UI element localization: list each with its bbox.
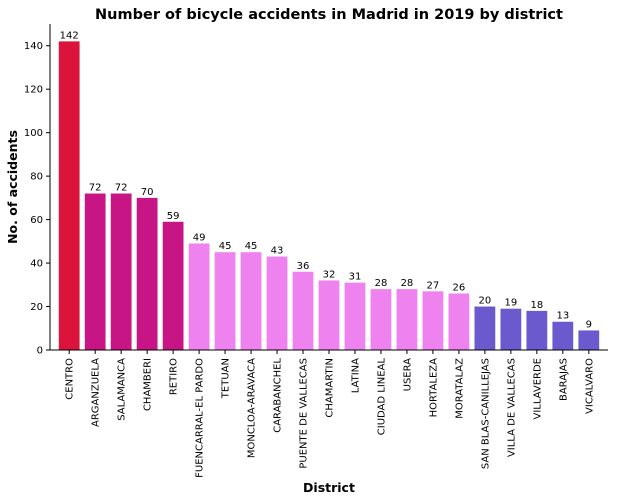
x-axis-label: District xyxy=(303,480,355,495)
x-tick-label: SALAMANCA xyxy=(117,358,128,421)
x-tick-label: MORATALAZ xyxy=(454,358,465,419)
bar-arganzuela xyxy=(84,193,106,350)
bar-chamberi xyxy=(136,197,158,350)
x-tick-label: USERA xyxy=(402,358,413,392)
data-label: 142 xyxy=(60,30,79,41)
chart-title: Number of bicycle accidents in Madrid in… xyxy=(95,7,563,23)
x-tick-label: HORTALEZA xyxy=(428,358,439,418)
data-label: 43 xyxy=(271,246,284,257)
data-labels-group: 142 72 72 70 59 49 45 45 43 36 32 31 28 28 27 26 20 19 18 1… xyxy=(60,30,592,330)
bar-barajas xyxy=(552,321,574,350)
x-tick-label: FUENCARRAL-EL PARDO xyxy=(195,358,206,478)
bar-salamanca xyxy=(110,193,132,350)
x-tick-label: CARABANCHEL xyxy=(273,358,284,433)
bar-usera xyxy=(396,289,418,350)
data-label: 72 xyxy=(115,183,128,194)
bar-fuencarral-el-pardo xyxy=(188,243,210,350)
y-tick-label: 60 xyxy=(30,215,43,226)
y-tick-label: 100 xyxy=(24,128,43,139)
data-label: 31 xyxy=(349,272,362,283)
x-tick-label: SAN BLAS-CANILLEJAS xyxy=(480,358,491,469)
data-label: 9 xyxy=(586,319,592,330)
data-label: 26 xyxy=(453,282,466,293)
x-tick-label: RETIRO xyxy=(169,358,180,395)
data-label: 13 xyxy=(556,311,569,322)
bars-group xyxy=(58,41,600,351)
data-label: 49 xyxy=(193,233,206,244)
data-label: 27 xyxy=(427,280,440,291)
y-ticks-group: 0 20 40 60 80 100 120 140 xyxy=(24,41,50,357)
x-tick-label: VICALVARO xyxy=(584,358,595,414)
x-tick-label: CHAMARTIN xyxy=(325,358,336,418)
data-label: 72 xyxy=(89,183,102,194)
y-axis-label: No. of accidents xyxy=(5,130,20,244)
x-tick-label: CENTRO xyxy=(65,358,76,400)
data-label: 32 xyxy=(323,269,336,280)
x-tick-label: ARGANZUELA xyxy=(91,358,102,427)
bar-moncloa-aravaca xyxy=(240,252,262,350)
bar-latina xyxy=(344,282,366,350)
bar-retiro xyxy=(162,221,184,350)
bar-tetuan xyxy=(214,252,236,350)
bar-hortaleza xyxy=(422,291,444,350)
bar-puente-de-vallecas xyxy=(292,271,314,350)
data-label: 45 xyxy=(245,241,258,252)
bar-ciudad-lineal xyxy=(370,289,392,350)
y-tick-label: 40 xyxy=(30,259,43,270)
data-label: 20 xyxy=(479,296,492,307)
x-ticks-group: CENTRO ARGANZUELA SALAMANCA CHAMBERI RETIRO F… xyxy=(65,350,595,478)
y-tick-label: 20 xyxy=(30,302,43,313)
bar-vicalvaro xyxy=(578,330,600,350)
x-tick-label: VILLA DE VALLECAS xyxy=(506,358,517,457)
bar-moratalaz xyxy=(448,293,470,350)
bar-chamartin xyxy=(318,280,340,350)
data-label: 28 xyxy=(401,278,414,289)
x-tick-label: CIUDAD LINEAL xyxy=(376,358,387,436)
x-tick-label: LATINA xyxy=(350,358,361,393)
bar-carabanchel xyxy=(266,256,288,350)
x-tick-label: TETUAN xyxy=(221,358,232,399)
data-label: 70 xyxy=(141,187,154,198)
data-label: 28 xyxy=(375,278,388,289)
bar-villa-de-vallecas xyxy=(500,308,522,350)
y-tick-label: 140 xyxy=(24,41,43,52)
data-label: 18 xyxy=(530,300,543,311)
x-tick-label: BARAJAS xyxy=(558,358,569,401)
y-tick-label: 80 xyxy=(30,172,43,183)
x-tick-label: MONCLOA-ARAVACA xyxy=(247,358,258,458)
x-tick-label: PUENTE DE VALLECAS xyxy=(299,358,310,469)
data-label: 19 xyxy=(504,298,517,309)
y-tick-label: 120 xyxy=(24,85,43,96)
data-label: 59 xyxy=(167,211,180,222)
bar-villaverde xyxy=(526,310,548,350)
x-tick-label: CHAMBERI xyxy=(143,358,154,411)
x-tick-label: VILLAVERDE xyxy=(532,358,543,420)
y-tick-label: 0 xyxy=(37,346,43,357)
bar-san-blas-canillejas xyxy=(474,306,496,350)
data-label: 36 xyxy=(297,261,310,272)
bar-centro xyxy=(58,41,80,351)
data-label: 45 xyxy=(219,241,232,252)
